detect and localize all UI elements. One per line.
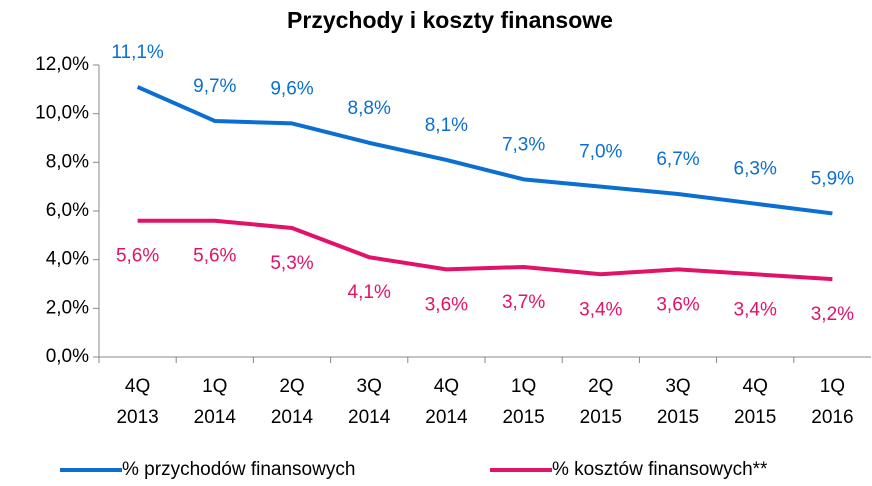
x-tick-label: 2016	[811, 407, 853, 428]
x-tick-label: 2014	[194, 407, 237, 428]
x-tick-label: 1Q	[820, 376, 845, 397]
data-label: 5,3%	[270, 253, 313, 274]
series-line	[137, 218, 833, 282]
x-tick-label: 2015	[657, 407, 699, 428]
x-tick-label: 4Q	[125, 376, 150, 397]
x-tick-label: 1Q	[511, 376, 536, 397]
y-tick-label: 4,0%	[46, 249, 89, 270]
data-label: 3,2%	[811, 304, 854, 325]
x-tick-label: 4Q	[743, 376, 768, 397]
x-tick-label: 3Q	[665, 376, 690, 397]
x-tick-label: 2Q	[279, 376, 304, 397]
x-tick-label: 2015	[580, 407, 622, 428]
y-tick-label: 2,0%	[46, 297, 89, 318]
data-label: 6,3%	[734, 159, 777, 180]
x-tick-label: 2Q	[588, 376, 613, 397]
data-label: 3,7%	[502, 292, 545, 313]
x-tick-label: 2014	[425, 407, 468, 428]
x-tick-label: 2015	[734, 407, 776, 428]
x-tick-label: 4Q	[434, 376, 459, 397]
y-tick-label: 8,0%	[46, 151, 89, 172]
x-tick-label: 2014	[348, 407, 391, 428]
x-tick-label: 2013	[116, 407, 158, 428]
data-label: 3,6%	[656, 294, 699, 315]
x-tick-label: 2014	[271, 407, 314, 428]
legend-label: % przychodów finansowych	[122, 459, 355, 480]
data-label: 3,6%	[425, 294, 468, 315]
data-label: 7,3%	[502, 134, 545, 155]
data-label: 5,6%	[193, 246, 236, 267]
x-tick-label: 3Q	[357, 376, 382, 397]
y-tick-label: 0,0%	[46, 346, 89, 367]
data-label: 8,1%	[425, 115, 468, 136]
data-label: 3,4%	[579, 299, 622, 320]
x-tick-label: 1Q	[202, 376, 227, 397]
data-label: 3,4%	[734, 299, 777, 320]
data-label: 11,1%	[111, 42, 164, 63]
y-tick-label: 6,0%	[46, 200, 89, 221]
data-label: 6,7%	[656, 149, 699, 170]
chart-title: Przychody i koszty finansowe	[287, 7, 613, 33]
data-label: 5,9%	[811, 168, 854, 189]
y-tick-label: 12,0%	[35, 54, 89, 75]
data-label: 4,1%	[348, 282, 391, 303]
y-tick-label: 10,0%	[35, 103, 89, 124]
data-label: 7,0%	[579, 142, 622, 163]
data-label: 8,8%	[348, 98, 391, 119]
x-tick-label: 2015	[502, 407, 544, 428]
series-line	[136, 85, 833, 216]
data-label: 9,7%	[193, 76, 236, 97]
legend-label: % kosztów finansowych**	[552, 459, 768, 480]
data-label: 5,6%	[116, 246, 159, 267]
data-label: 9,6%	[270, 78, 313, 99]
